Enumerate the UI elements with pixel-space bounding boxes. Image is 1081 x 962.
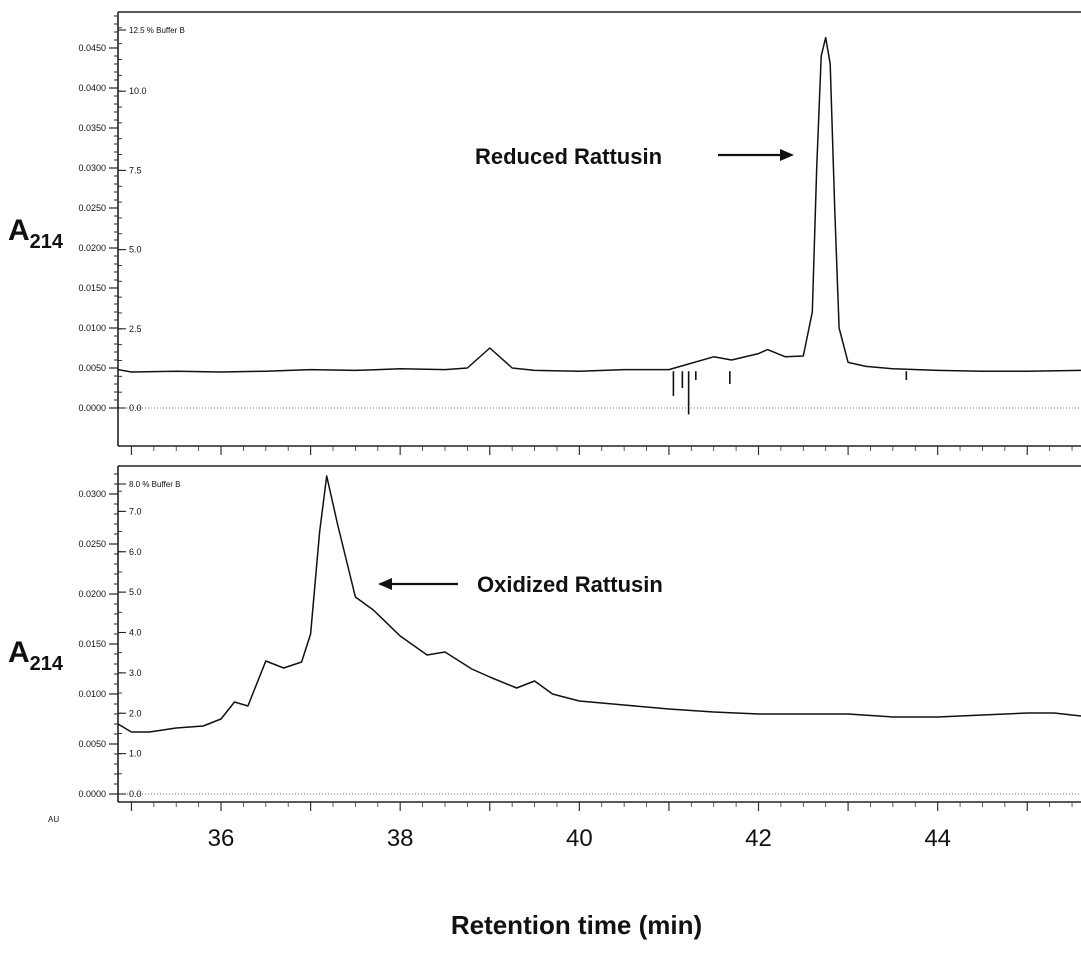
oxidized-arrow-head [378,578,392,590]
top-y-tick-label: 0.0300 [78,163,106,173]
bottom-y-axis-label-main: A [8,636,30,669]
bottom-buffer-tick-label: 5.0 [129,587,142,597]
top-y-tick-label: 0.0050 [78,363,106,373]
bottom-buffer-tick-label: 0.0 [129,789,142,799]
top-buffer-tick-label: 7.5 [129,165,142,175]
bottom-y-tick-label: 0.0300 [78,489,106,499]
oxidized-rattusin-label: Oxidized Rattusin [477,572,663,597]
top-y-tick-label: 0.0150 [78,283,106,293]
reduced-rattusin-label: Reduced Rattusin [475,144,662,169]
x-tick-label: 40 [566,825,593,852]
bottom-y-tick-label: 0.0100 [78,689,106,699]
x-axis-title-text: Retention time (min) [450,910,703,940]
bottom-buffer-tick-label: 4.0 [129,628,142,638]
bottom-buffer-tick-label: 1.0 [129,749,142,759]
x-tick-label: 42 [745,825,772,852]
reduced-arrow-head [780,149,794,161]
x-axis-title: Retention time (min) [0,910,1081,941]
top-buffer-tick-label: 0.0 [129,403,142,413]
top-y-tick-label: 0.0100 [78,323,106,333]
bottom-y-tick-label: 0.0150 [78,639,106,649]
top-buffer-tick-label: 10.0 [129,86,147,96]
bottom-buffer-label: 8.0 % Buffer B [129,480,180,489]
bottom-buffer-tick-label: 6.0 [129,547,142,557]
top-y-tick-label: 0.0400 [78,83,106,93]
x-tick-label: 38 [387,825,414,852]
bottom-y-axis-label-subscript: 214 [29,653,64,675]
top-y-tick-label: 0.0200 [78,243,106,253]
top-buffer-tick-label: 2.5 [129,324,142,334]
x-tick-label: 36 [208,825,235,852]
top-buffer-label: 12.5 % Buffer B [129,26,185,35]
bottom-chromatogram-trace [117,475,1081,733]
top-y-tick-label: 0.0450 [78,43,106,53]
top-y-axis-label-main: A [8,214,30,247]
top-chromatogram-trace [117,36,1081,373]
top-y-axis-label-subscript: 214 [29,231,64,253]
bottom-y-tick-label: 0.0200 [78,589,106,599]
x-tick-label: 44 [924,825,951,852]
bottom-y-tick-label: 0.0250 [78,539,106,549]
bottom-buffer-tick-label: 3.0 [129,668,142,678]
bottom-buffer-tick-label: 7.0 [129,506,142,516]
bottom-y-tick-label: 0.0050 [78,739,106,749]
top-y-tick-label: 0.0350 [78,123,106,133]
bottom-y-axis-label: A214 [8,636,63,675]
top-y-tick-label: 0.0250 [78,203,106,213]
bottom-y-tick-label: 0.0000 [78,789,106,799]
au-unit-label: AU [48,815,59,824]
top-y-axis-label: A214 [8,214,63,253]
top-y-tick-label: 0.0000 [78,403,106,413]
top-buffer-tick-label: 5.0 [129,245,142,255]
bottom-buffer-tick-label: 2.0 [129,708,142,718]
